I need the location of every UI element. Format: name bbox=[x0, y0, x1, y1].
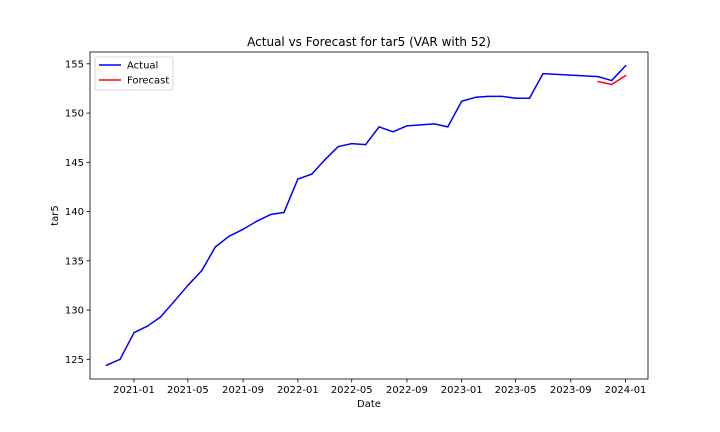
point-actual-12 bbox=[269, 213, 272, 216]
point-actual-34 bbox=[610, 79, 613, 82]
series-line-actual bbox=[105, 64, 627, 367]
point-actual-19 bbox=[364, 143, 367, 146]
point-actual-18 bbox=[350, 142, 353, 145]
plot-frame bbox=[89, 51, 649, 380]
point-actual-26 bbox=[460, 100, 463, 102]
point-actual-8 bbox=[214, 246, 216, 248]
point-actual-30 bbox=[514, 97, 517, 100]
x-axis: 2021-01 2021-05 2021-09 2022-01 2022-05 2022-… bbox=[113, 379, 646, 396]
point-actual-10 bbox=[242, 228, 244, 231]
point-actual-16 bbox=[323, 159, 326, 162]
point-actual-24 bbox=[433, 123, 436, 125]
point-actual-17 bbox=[337, 145, 339, 148]
x-tick-label-4: 2022-05 bbox=[331, 385, 373, 396]
point-actual-4 bbox=[159, 316, 162, 318]
y-tick-label-6: 155 bbox=[65, 59, 84, 70]
point-actual-14 bbox=[297, 178, 299, 180]
point-actual-1 bbox=[119, 358, 121, 361]
y-tick-label-3: 140 bbox=[65, 207, 84, 218]
y-axis-label: tar5 bbox=[50, 205, 61, 226]
point-actual-29 bbox=[501, 95, 503, 98]
x-tick-label-9: 2024-01 bbox=[605, 385, 647, 396]
x-tick-label-2: 2021-09 bbox=[222, 385, 264, 396]
point-actual-21 bbox=[392, 131, 394, 133]
point-actual-3 bbox=[147, 325, 149, 327]
x-tick-label-6: 2023-01 bbox=[441, 385, 483, 396]
point-actual-7 bbox=[201, 269, 203, 272]
x-tick-label-8: 2023-09 bbox=[550, 385, 592, 396]
series-layer bbox=[105, 64, 627, 367]
point-actual-25 bbox=[447, 126, 449, 128]
point-actual-13 bbox=[283, 211, 285, 214]
y-tick-label-2: 135 bbox=[65, 256, 84, 267]
x-tick-label-7: 2023-05 bbox=[495, 385, 537, 396]
x-tick-label-0: 2021-01 bbox=[113, 385, 155, 396]
point-actual-23 bbox=[419, 124, 422, 126]
y-tick-label-1: 130 bbox=[65, 306, 84, 317]
y-tick-label-0: 125 bbox=[65, 355, 84, 366]
point-actual-15 bbox=[311, 173, 313, 175]
y-axis: 125 130 135 140 145 150 155 bbox=[65, 59, 90, 366]
y-tick-label-4: 145 bbox=[65, 158, 84, 169]
x-tick-label-1: 2021-05 bbox=[167, 385, 209, 396]
legend-label-forecast: Forecast bbox=[127, 76, 169, 87]
point-actual-6 bbox=[187, 284, 189, 287]
point-actual-11 bbox=[255, 220, 258, 223]
point-actual-28 bbox=[487, 95, 489, 98]
point-actual-35 bbox=[624, 65, 627, 67]
point-actual-5 bbox=[173, 300, 176, 302]
point-actual-31 bbox=[528, 97, 531, 100]
legend: Actual Forecast bbox=[94, 56, 174, 91]
point-actual-20 bbox=[378, 126, 380, 128]
point-actual-2 bbox=[133, 331, 135, 334]
x-tick-label-5: 2022-09 bbox=[386, 385, 428, 396]
point-forecast-0 bbox=[597, 80, 599, 83]
point-forecast-2 bbox=[624, 74, 627, 77]
legend-label-actual: Actual bbox=[127, 61, 158, 72]
y-tick-label-5: 150 bbox=[65, 109, 84, 120]
x-tick-label-3: 2022-01 bbox=[277, 385, 319, 396]
point-actual-27 bbox=[474, 96, 477, 99]
chart-title: Actual vs Forecast for tar5 (VAR with 52… bbox=[247, 35, 491, 49]
point-actual-33 bbox=[597, 75, 599, 78]
point-actual-0 bbox=[105, 364, 108, 366]
point-actual-9 bbox=[228, 235, 230, 237]
point-actual-32 bbox=[542, 72, 544, 75]
x-axis-label: Date bbox=[357, 399, 381, 410]
point-forecast-1 bbox=[610, 83, 613, 86]
point-actual-22 bbox=[406, 125, 408, 127]
